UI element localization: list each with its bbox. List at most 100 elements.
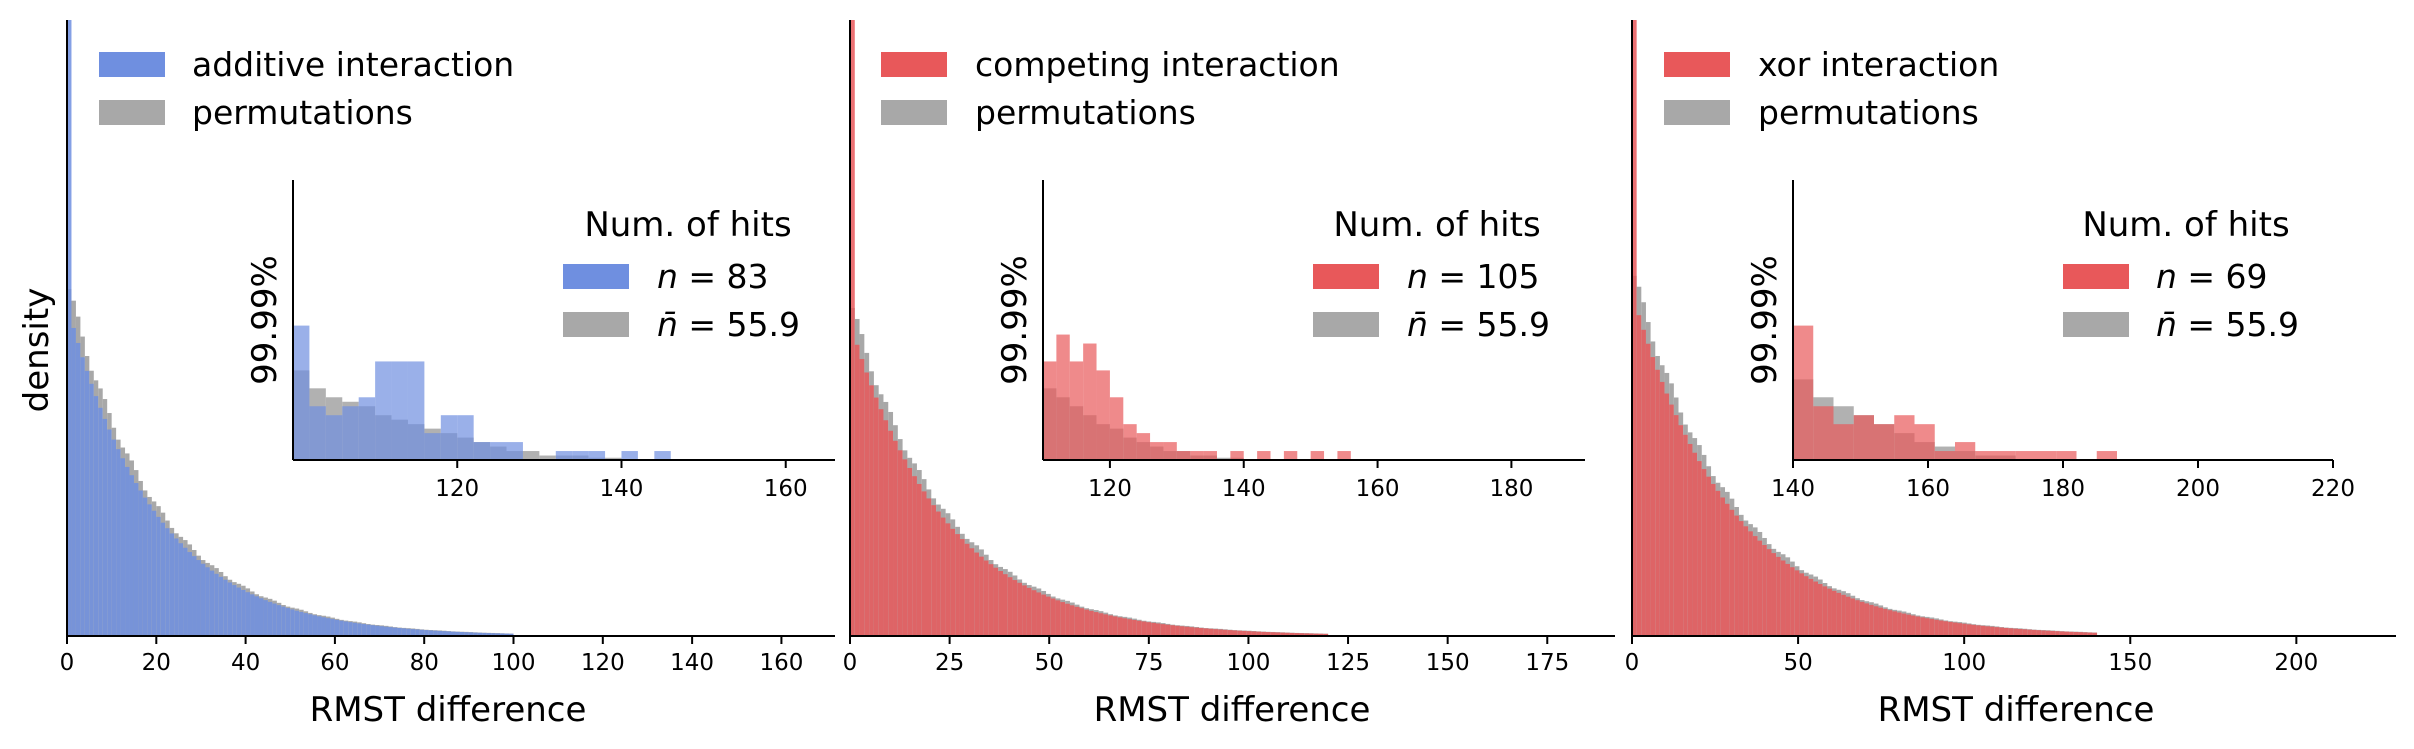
- interaction-bar: [1994, 627, 2000, 636]
- inset-x-tick-label: 120: [1088, 476, 1132, 502]
- interaction-bar: [2041, 630, 2046, 636]
- interaction-bar: [1748, 531, 1753, 636]
- interaction-bar: [1084, 609, 1090, 636]
- interaction-bar: [1720, 497, 1726, 636]
- interaction-bar: [1980, 625, 1986, 636]
- inset-legend-hits: n = 105: [1407, 257, 1540, 296]
- interaction-bar: [468, 632, 474, 636]
- x-tick-label: 100: [492, 650, 536, 676]
- interaction-bar: [869, 385, 874, 636]
- interaction-bar: [883, 420, 889, 636]
- interaction-bar: [98, 407, 103, 636]
- interaction-bar: [379, 626, 385, 636]
- interaction-bar: [401, 628, 407, 636]
- x-tick-label: 100: [1226, 650, 1270, 676]
- interaction-bar: [1294, 633, 1300, 636]
- inset-hit-bar: [1203, 451, 1217, 460]
- inset-x-ticks: 120 140 160 180: [1088, 460, 1533, 502]
- interaction-bar: [192, 556, 197, 636]
- x-axis-label: RMST difference: [1878, 690, 2155, 730]
- interaction-bar: [1771, 553, 1777, 636]
- interaction-bar: [1112, 616, 1118, 636]
- interaction-bar: [209, 570, 215, 636]
- inset-hit-bar: [1163, 442, 1177, 460]
- legend-label-interaction: additive interaction: [192, 45, 514, 84]
- interaction-bar: [1971, 624, 1977, 636]
- inset-y-axis-label: 99.99%: [245, 255, 285, 385]
- interaction-bar: [1762, 544, 1767, 636]
- interaction-bar: [1990, 626, 1995, 636]
- interaction-bar: [1079, 608, 1085, 636]
- interaction-bar: [878, 409, 884, 636]
- interaction-bar: [2017, 629, 2023, 636]
- inset-legend-title: Num. of hits: [584, 205, 791, 245]
- interaction-bar: [178, 543, 184, 636]
- inset-hit-bar: [358, 397, 376, 460]
- interaction-bar: [1007, 577, 1013, 636]
- x-tick-label: 0: [60, 650, 75, 676]
- interaction-bar: [325, 618, 331, 636]
- legend-swatch-interaction: [99, 52, 165, 77]
- inset-hit-bar: [555, 451, 573, 460]
- x-tick-label: 200: [2274, 650, 2318, 676]
- inset-x-ticks: 120 140 160: [435, 460, 808, 502]
- interaction-bar: [2022, 629, 2028, 636]
- interaction-bar: [442, 631, 447, 636]
- interaction-bar: [397, 627, 402, 636]
- interaction-bar: [1098, 613, 1104, 636]
- inset-x-tick-label: 120: [435, 476, 479, 502]
- interaction-bar: [1887, 610, 1893, 636]
- interaction-bar: [1673, 415, 1679, 636]
- inset-hit-bar: [325, 415, 343, 460]
- inset-hit-bar: [309, 406, 326, 460]
- interaction-bar: [303, 613, 309, 636]
- interaction-bar: [2092, 632, 2098, 636]
- interaction-bar: [1122, 618, 1128, 636]
- inset-hit-bar: [1853, 415, 1874, 460]
- interaction-bar: [245, 592, 251, 636]
- interaction-bar: [129, 475, 134, 636]
- x-tick-label: 140: [670, 650, 714, 676]
- inset-histogram-bars: [293, 325, 671, 460]
- interaction-bar: [196, 560, 201, 636]
- interaction-bar: [2008, 628, 2014, 636]
- interaction-bar: [1184, 626, 1190, 636]
- inset-hit-bar: [1123, 424, 1137, 460]
- interaction-bar: [1804, 576, 1809, 636]
- interaction-bar: [160, 522, 166, 636]
- interaction-bar: [142, 497, 148, 636]
- legend-label-interaction: competing interaction: [975, 45, 1340, 84]
- interaction-bar: [955, 534, 960, 636]
- interaction-bar: [433, 630, 438, 636]
- interaction-bar: [1041, 594, 1047, 636]
- inset-x-tick-label: 160: [764, 476, 808, 502]
- interaction-bar: [873, 397, 879, 636]
- inset-hit-bar: [1955, 442, 1976, 460]
- interaction-bar: [495, 633, 501, 636]
- x-tick-label: 150: [2108, 650, 2152, 676]
- interaction-bar: [330, 619, 335, 636]
- inset-hit-bar: [1894, 415, 1915, 460]
- inset-x-tick-label: 160: [1356, 476, 1400, 502]
- interaction-bar: [1645, 343, 1651, 636]
- main-axes: [66, 20, 835, 637]
- interaction-bar: [1822, 586, 1828, 636]
- inset-legend-mean: n̄ = 55.9: [657, 305, 800, 344]
- interaction-bar: [1734, 515, 1739, 636]
- x-axis-label: RMST difference: [1094, 690, 1371, 730]
- interaction-bar: [1108, 615, 1113, 636]
- interaction-bar: [1199, 628, 1204, 636]
- x-tick-label: 25: [935, 650, 964, 676]
- interaction-bar: [1036, 592, 1042, 636]
- interaction-bar: [384, 626, 389, 636]
- interaction-bar: [1117, 617, 1123, 636]
- inset-hit-bar: [2056, 451, 2077, 460]
- main-axes: [1631, 20, 2396, 637]
- inset-hit-bar: [407, 361, 425, 460]
- inset-hit-bar: [490, 442, 507, 460]
- inset-legend-hits: n = 69: [2156, 257, 2268, 296]
- inset-hit-bar: [1914, 424, 1935, 460]
- inset-axes: [1042, 180, 1585, 461]
- inset-hit-bar: [1109, 397, 1124, 460]
- interaction-bar: [93, 396, 99, 636]
